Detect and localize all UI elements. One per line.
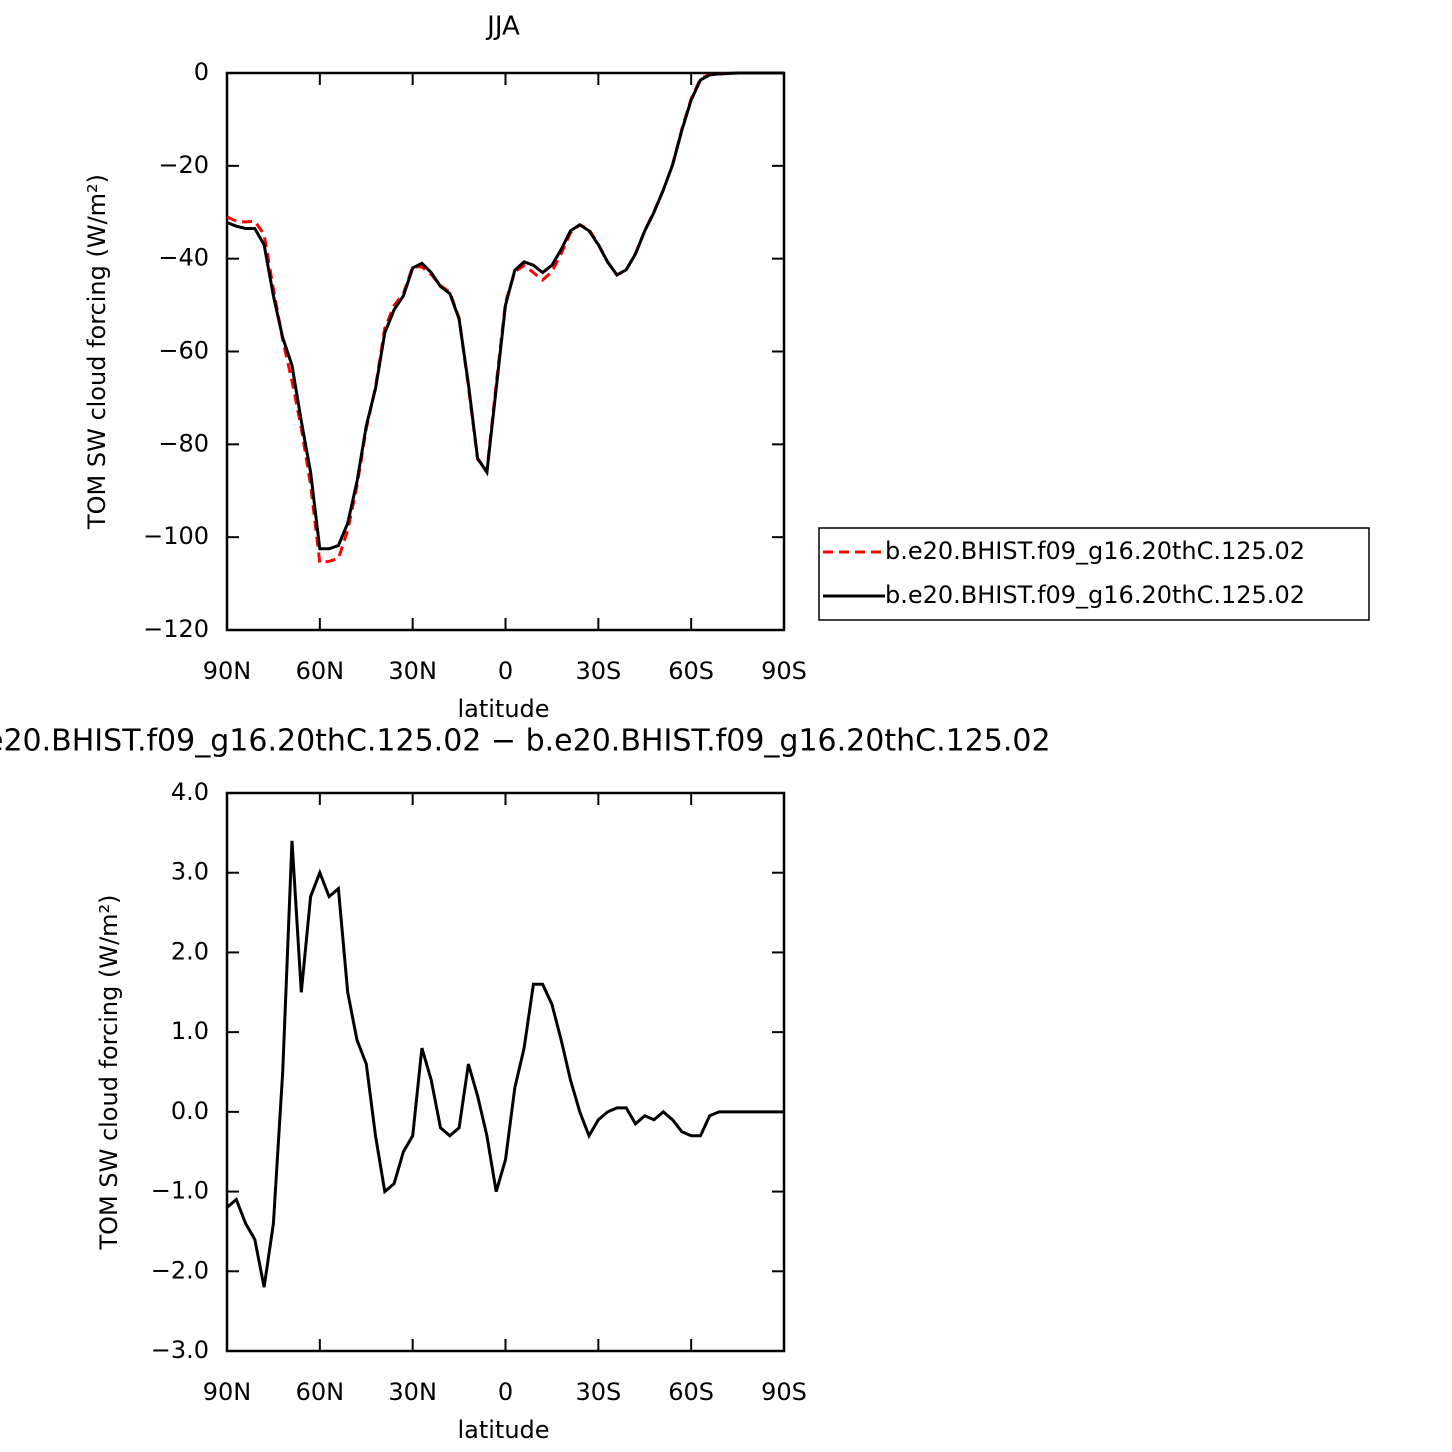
y-tick-label: −20: [158, 151, 209, 179]
x-tick-label: 0: [498, 657, 513, 685]
y-tick-label: −2.0: [151, 1256, 209, 1284]
y-tick-label: −3.0: [151, 1336, 209, 1364]
x-tick-label: 30N: [388, 657, 437, 685]
legend-box: [818, 527, 1370, 621]
x-tick-label: 30S: [575, 657, 621, 685]
y-tick-label: 2.0: [171, 937, 209, 965]
y-tick-label: 0: [194, 58, 209, 86]
y-tick-label: 1.0: [171, 1017, 209, 1045]
y-axis-label: TOM SW cloud forcing (W/m²): [95, 894, 123, 1250]
y-axis-label: TOM SW cloud forcing (W/m²): [83, 174, 111, 530]
chart-title: b.e20.BHIST.f09_g16.20thC.125.02 − b.e20…: [0, 724, 1051, 759]
x-tick-label: 60S: [668, 1378, 714, 1406]
x-tick-label: 60N: [296, 1378, 345, 1406]
x-axis-label: latitude: [457, 1416, 549, 1444]
legend-label: b.e20.BHIST.f09_g16.20thC.125.02: [885, 537, 1305, 565]
data-line: [226, 840, 784, 1288]
x-tick-label: 90N: [203, 1378, 252, 1406]
plot-frame: [225, 791, 786, 1353]
y-tick-label: −120: [143, 615, 209, 643]
x-tick-label: 30S: [575, 1378, 621, 1406]
y-tick-label: −80: [158, 429, 209, 457]
legend-label: b.e20.BHIST.f09_g16.20thC.125.02: [885, 581, 1305, 609]
x-tick-label: 60S: [668, 657, 714, 685]
y-tick-label: −1.0: [151, 1177, 209, 1205]
y-tick-label: −40: [158, 244, 209, 272]
plot-frame: [225, 71, 786, 632]
x-axis-label: latitude: [457, 695, 549, 723]
chart-title: JJA: [485, 12, 520, 42]
series-line: [226, 71, 784, 551]
y-tick-label: 3.0: [171, 858, 209, 886]
x-tick-label: 90N: [203, 657, 252, 685]
x-tick-label: 30N: [388, 1378, 437, 1406]
y-tick-label: 0.0: [171, 1097, 209, 1125]
x-tick-label: 60N: [296, 657, 345, 685]
x-tick-label: 90S: [761, 1378, 807, 1406]
y-tick-label: −60: [158, 337, 209, 365]
x-tick-label: 0: [498, 1378, 513, 1406]
y-tick-label: −100: [143, 522, 209, 550]
x-tick-label: 90S: [761, 657, 807, 685]
y-tick-label: 4.0: [171, 778, 209, 806]
